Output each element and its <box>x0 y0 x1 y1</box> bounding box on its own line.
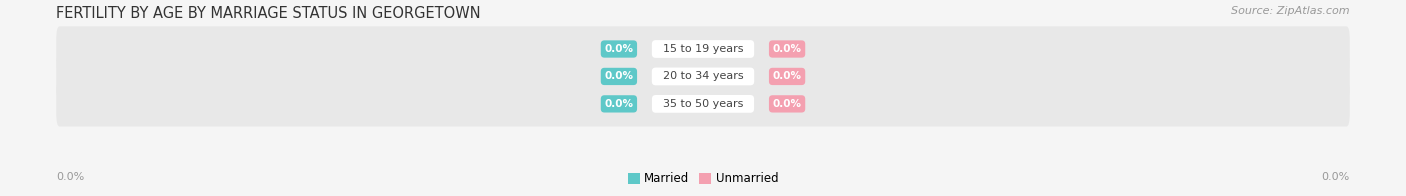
Text: 0.0%: 0.0% <box>772 99 801 109</box>
Text: 0.0%: 0.0% <box>605 71 634 82</box>
Text: 0.0%: 0.0% <box>772 44 801 54</box>
Text: 35 to 50 years: 35 to 50 years <box>655 99 751 109</box>
FancyBboxPatch shape <box>56 26 1350 72</box>
Text: 15 to 19 years: 15 to 19 years <box>655 44 751 54</box>
FancyBboxPatch shape <box>56 54 1350 99</box>
Text: 0.0%: 0.0% <box>1322 172 1350 182</box>
Legend: Married, Unmarried: Married, Unmarried <box>623 168 783 190</box>
Text: 0.0%: 0.0% <box>56 172 84 182</box>
Text: FERTILITY BY AGE BY MARRIAGE STATUS IN GEORGETOWN: FERTILITY BY AGE BY MARRIAGE STATUS IN G… <box>56 6 481 21</box>
Text: Source: ZipAtlas.com: Source: ZipAtlas.com <box>1232 6 1350 16</box>
Text: 0.0%: 0.0% <box>605 44 634 54</box>
FancyBboxPatch shape <box>56 81 1350 127</box>
Text: 0.0%: 0.0% <box>605 99 634 109</box>
Text: 20 to 34 years: 20 to 34 years <box>655 71 751 82</box>
Text: 0.0%: 0.0% <box>772 71 801 82</box>
